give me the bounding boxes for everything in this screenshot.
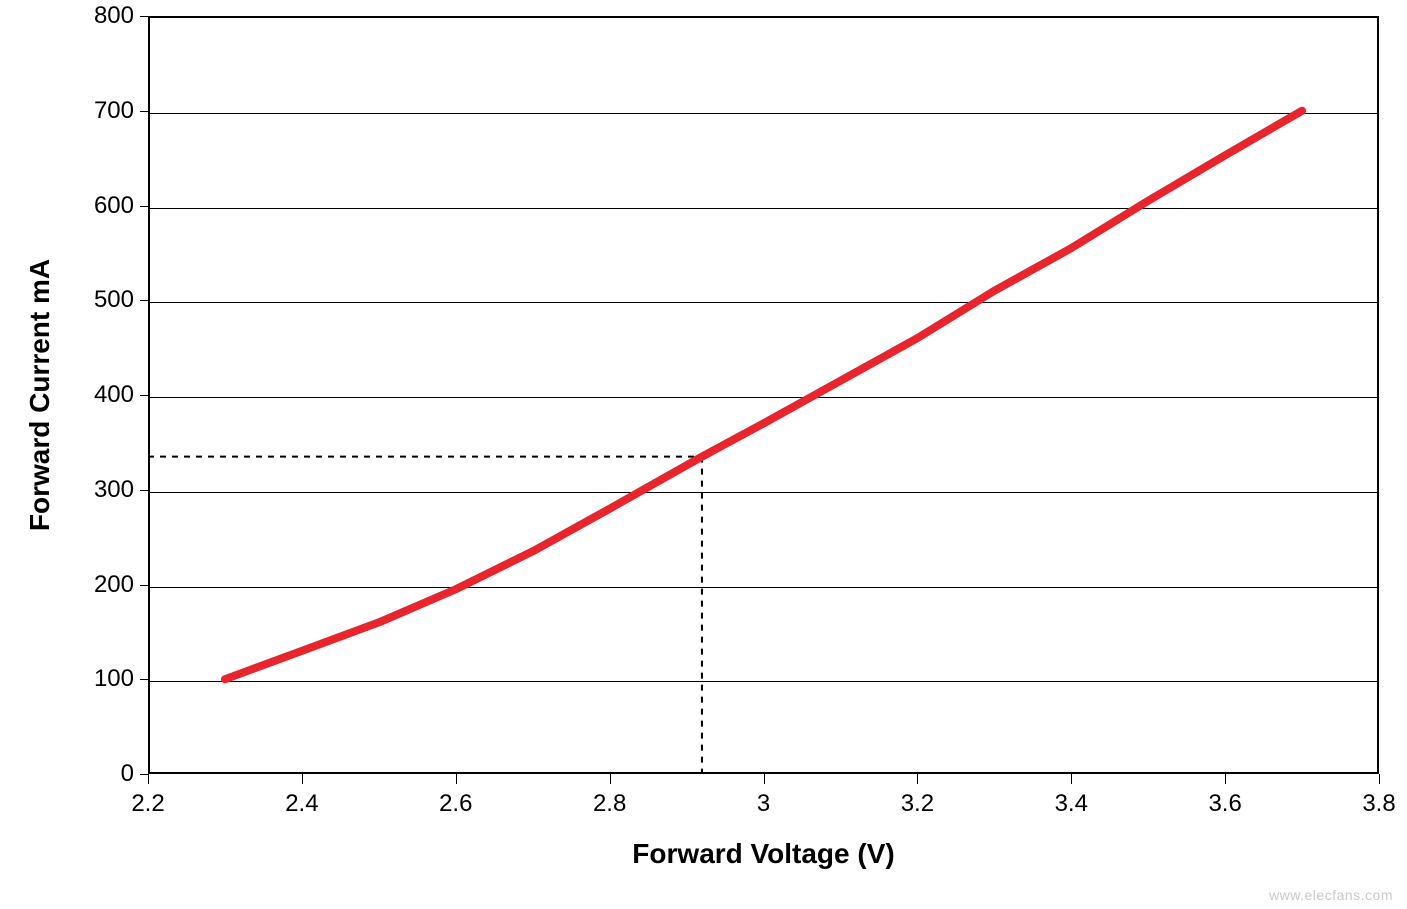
x-tick-label: 3.2 [901, 790, 934, 818]
y-tick-label: 600 [94, 192, 134, 220]
y-tick-label: 700 [94, 97, 134, 125]
y-tick [140, 774, 148, 775]
y-tick-label: 500 [94, 286, 134, 314]
y-tick [140, 300, 148, 301]
x-tick-label: 3 [757, 790, 770, 818]
x-tick [1379, 774, 1380, 784]
y-tick-label: 0 [121, 760, 134, 788]
iv-curve [225, 111, 1302, 680]
chart-svg [0, 0, 1407, 909]
x-tick-label: 2.4 [285, 790, 318, 818]
y-tick [140, 679, 148, 680]
y-tick-label: 100 [94, 665, 134, 693]
x-tick [1225, 774, 1226, 784]
y-tick-label: 800 [94, 2, 134, 30]
y-tick [140, 16, 148, 17]
watermark-text: www.elecfans.com [1269, 887, 1393, 903]
x-tick [764, 774, 765, 784]
x-tick [1071, 774, 1072, 784]
x-tick [456, 774, 457, 784]
y-tick [140, 490, 148, 491]
y-tick [140, 111, 148, 112]
y-tick-label: 200 [94, 571, 134, 599]
y-tick-label: 300 [94, 476, 134, 504]
x-tick [148, 774, 149, 784]
x-tick [302, 774, 303, 784]
x-tick-label: 2.2 [131, 790, 164, 818]
y-axis-title: Forward Current mA [24, 259, 56, 531]
y-tick [140, 206, 148, 207]
chart-container: Forward Voltage (V) Forward Current mA w… [0, 0, 1407, 909]
x-tick-label: 3.8 [1362, 790, 1395, 818]
x-tick-label: 3.4 [1055, 790, 1088, 818]
y-tick [140, 395, 148, 396]
x-tick [917, 774, 918, 784]
x-tick-label: 2.6 [439, 790, 472, 818]
y-tick [140, 585, 148, 586]
x-tick [610, 774, 611, 784]
x-axis-title: Forward Voltage (V) [632, 838, 894, 870]
x-tick-label: 2.8 [593, 790, 626, 818]
x-tick-label: 3.6 [1208, 790, 1241, 818]
y-tick-label: 400 [94, 381, 134, 409]
